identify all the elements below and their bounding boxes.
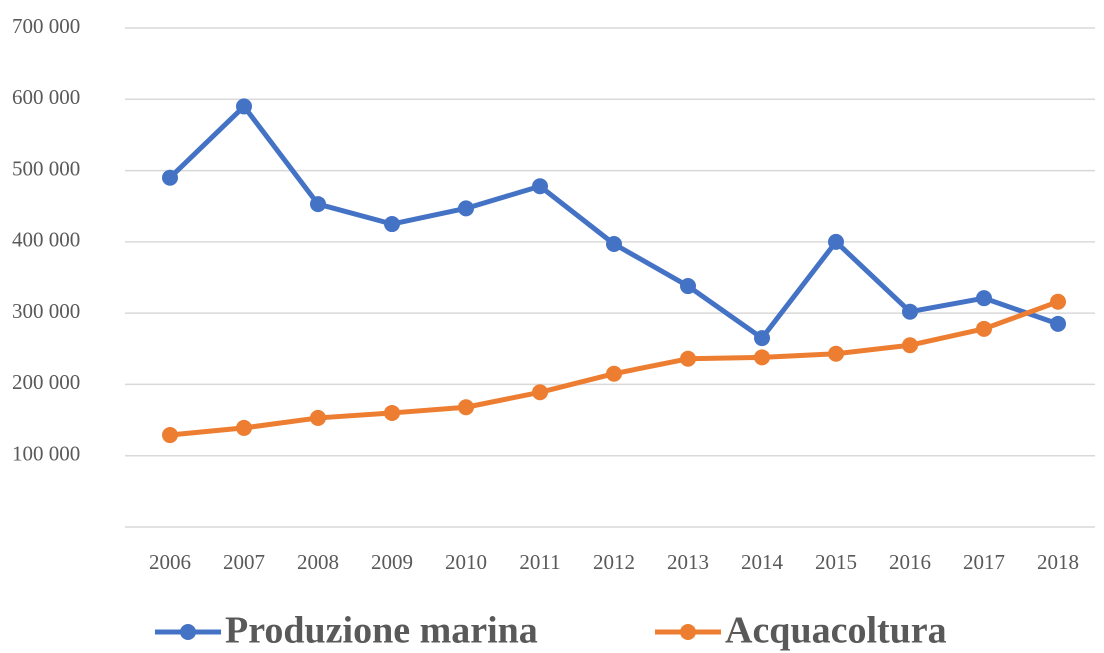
legend-marker — [680, 624, 696, 640]
y-tick-label: 400 000 — [12, 228, 80, 252]
point — [384, 404, 400, 421]
point — [828, 345, 844, 362]
point — [902, 303, 918, 320]
legend-label: Acquacoltura — [725, 610, 947, 652]
point — [236, 98, 252, 115]
point — [310, 196, 326, 213]
point — [384, 216, 400, 233]
legend-marker — [180, 624, 196, 640]
x-tick-label: 2011 — [519, 550, 560, 574]
y-tick-label: 500 000 — [12, 156, 80, 180]
y-tick-label: 300 000 — [12, 299, 80, 323]
y-tick-label: 700 000 — [12, 14, 80, 38]
point — [606, 365, 622, 382]
y-tick-label: 100 000 — [12, 442, 80, 466]
x-tick-label: 2009 — [371, 550, 413, 574]
point — [532, 178, 548, 195]
point — [236, 419, 252, 436]
x-tick-label: 2016 — [889, 550, 931, 574]
point — [458, 399, 474, 416]
point — [754, 330, 770, 347]
x-tick-label: 2007 — [223, 550, 265, 574]
y-tick-label: 200 000 — [12, 370, 80, 394]
x-tick-label: 2006 — [149, 550, 191, 574]
x-tick-label: 2008 — [297, 550, 339, 574]
point — [902, 337, 918, 354]
point — [976, 290, 992, 307]
point — [310, 409, 326, 426]
point — [162, 169, 178, 186]
x-tick-label: 2014 — [741, 550, 784, 574]
x-tick-label: 2017 — [963, 550, 1005, 574]
point — [606, 235, 622, 252]
point — [976, 320, 992, 337]
point — [532, 384, 548, 401]
point — [1050, 315, 1066, 332]
point — [162, 427, 178, 444]
point — [458, 200, 474, 217]
x-tick-label: 2013 — [667, 550, 709, 574]
point — [1050, 293, 1066, 310]
series-line — [168, 103, 1059, 341]
x-tick-label: 2012 — [593, 550, 635, 574]
point — [680, 350, 696, 367]
x-tick-label: 2018 — [1037, 550, 1079, 574]
point — [754, 349, 770, 366]
x-tick-label: 2015 — [815, 550, 857, 574]
point — [828, 233, 844, 250]
y-tick-label: 600 000 — [12, 85, 80, 109]
point — [680, 278, 696, 295]
x-tick-label: 2010 — [445, 550, 487, 574]
legend-label: Produzione marina — [225, 610, 538, 652]
